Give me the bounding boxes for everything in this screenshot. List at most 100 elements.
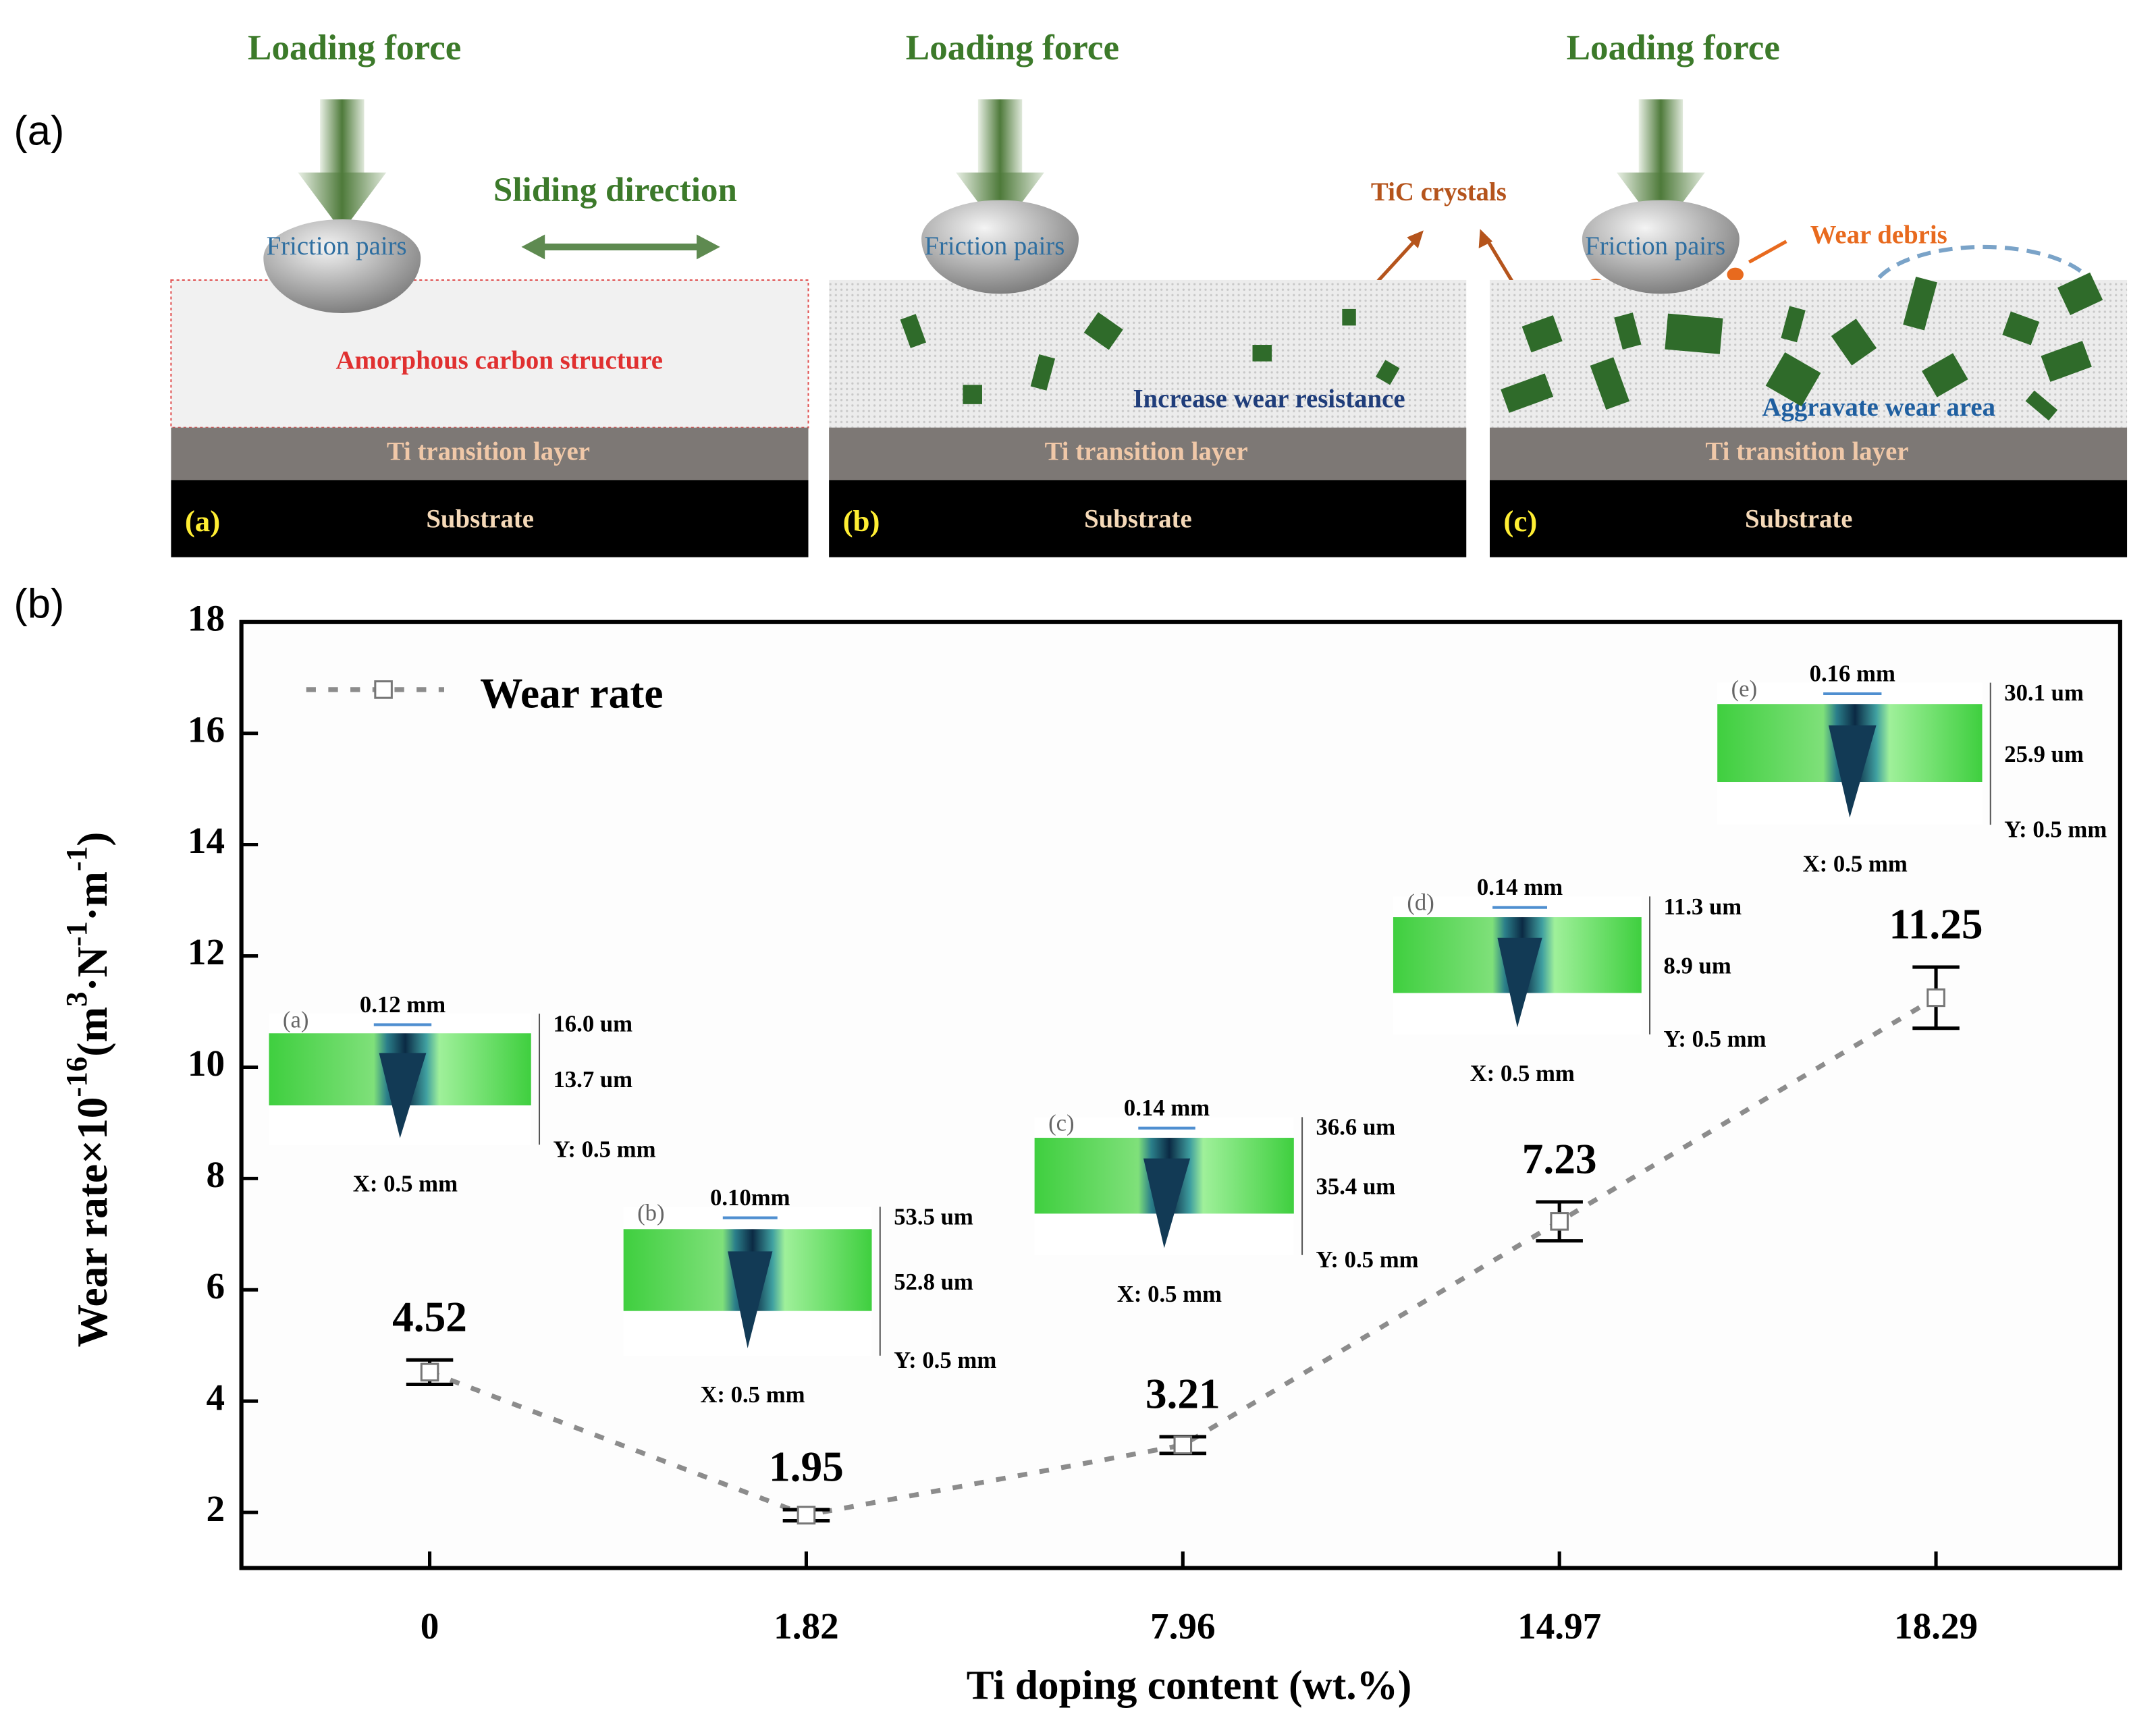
y-axis-label-part: ·m: [69, 871, 116, 921]
tic-crystal: [1765, 352, 1821, 407]
inset-x: X: 0.5 mm: [700, 1381, 805, 1408]
tic-crystal: [1252, 345, 1272, 362]
friction-label: Friction pairs: [924, 231, 1064, 260]
tic-crystal: [1342, 308, 1356, 326]
inset-x: X: 0.5 mm: [1117, 1281, 1222, 1307]
y-tick-label: 12: [188, 931, 225, 972]
film-layer: [1489, 279, 2128, 428]
annotation: TiC crystals: [1371, 177, 1507, 206]
force-arrow: [977, 99, 1023, 175]
data-label: 4.52: [392, 1294, 467, 1341]
tic-crystal: [900, 314, 927, 348]
y-axis-label-part: ·N: [69, 946, 116, 991]
y-axis-label-part: (m: [69, 1007, 116, 1057]
inset-label: (e): [1731, 676, 1758, 702]
profile-trough: [1143, 1158, 1191, 1248]
layer-label: Ti transition layer: [1705, 437, 1908, 466]
data-label: 3.21: [1146, 1370, 1220, 1417]
data-point: [1173, 1435, 1193, 1455]
y-axis-label-part: ): [69, 832, 116, 846]
layer-label: Ti transition layer: [387, 437, 590, 466]
inset-label: (c): [1048, 1110, 1075, 1136]
layer-label: Substrate: [1084, 504, 1192, 533]
panel-label: (b): [843, 504, 880, 538]
y-axis-label-part: -1: [59, 846, 93, 871]
inset-y: Y: 0.5 mm: [894, 1347, 996, 1373]
annotation: Wear debris: [1810, 221, 1947, 250]
layer-label: Substrate: [426, 504, 534, 533]
tic-crystal: [2002, 311, 2040, 346]
annotation: Sliding direction: [493, 171, 737, 209]
inset-label: (b): [637, 1199, 664, 1225]
friction-ball: [921, 200, 1079, 294]
y-axis-label: Wear rate×10-16(m3·N-1·m-1): [59, 832, 115, 1348]
x-tick-label: 0: [421, 1605, 439, 1647]
profile-trough: [1497, 937, 1542, 1028]
inset-x: X: 0.5 mm: [1803, 850, 1908, 877]
y-tick-label: 4: [207, 1377, 225, 1418]
figure-label: (b): [14, 580, 64, 626]
friction-label: Friction pairs: [1585, 231, 1725, 260]
y-tick-label: 8: [207, 1154, 225, 1195]
ti-layer: [829, 427, 1467, 480]
film-layer: [829, 279, 1467, 428]
data-line: [429, 995, 1937, 1518]
inset-width: 0.16 mm: [1810, 660, 1895, 686]
data-point: [420, 1362, 439, 1382]
inset-z: 8.9 um: [1663, 953, 1731, 979]
x-tick-label: 1.82: [774, 1605, 839, 1647]
tic-crystal: [2057, 272, 2103, 316]
inset-label: (a): [283, 1006, 309, 1032]
substrate-layer: [1489, 480, 2128, 557]
annotation: Amorphous carbon structure: [336, 346, 663, 375]
tic-crystal: [1590, 357, 1629, 410]
inset-z: 25.9 um: [2004, 741, 2084, 767]
legend-label: Wear rate: [480, 670, 663, 717]
x-axis-label: Ti doping content (wt.%): [967, 1662, 1412, 1708]
tic-crystal: [2041, 341, 2092, 382]
figure-label: (a): [14, 108, 64, 154]
tic-crystal: [1665, 313, 1723, 354]
inset-z: 16.0 um: [553, 1010, 632, 1037]
tic-crystal: [963, 385, 982, 404]
y-tick-label: 2: [207, 1488, 225, 1529]
force-label: Loading force: [248, 28, 461, 67]
inset-width: 0.12 mm: [360, 991, 446, 1018]
tic-crystal: [2025, 390, 2058, 421]
force-arrow: [298, 172, 387, 232]
inset-x: X: 0.5 mm: [353, 1171, 458, 1197]
substrate-layer: [829, 480, 1467, 557]
data-label: 1.95: [769, 1443, 844, 1490]
y-tick-label: 14: [188, 820, 225, 861]
tic-crystal: [1083, 312, 1123, 350]
force-arrow: [1638, 99, 1683, 175]
layer-label: Ti transition layer: [1045, 437, 1248, 466]
x-tick-label: 18.29: [1894, 1605, 1978, 1647]
friction-ball: [1582, 200, 1740, 294]
tic-crystal: [1922, 353, 1968, 397]
inset-y: Y: 0.5 mm: [1316, 1246, 1419, 1273]
inset-label: (d): [1407, 889, 1434, 916]
inset-z: 35.4 um: [1316, 1174, 1396, 1200]
force-arrow: [320, 99, 365, 175]
profile-trough: [379, 1053, 427, 1138]
inset-y: Y: 0.5 mm: [2004, 816, 2107, 842]
data-label: 7.23: [1522, 1135, 1597, 1182]
ti-layer: [1489, 427, 2128, 480]
tic-crystal: [1614, 312, 1642, 350]
substrate-layer: [171, 480, 809, 557]
inset-width: 0.10mm: [710, 1184, 790, 1211]
y-axis-label-part: -16: [59, 1057, 93, 1097]
inset-z: 30.1 um: [2004, 680, 2084, 706]
data-point: [797, 1506, 816, 1525]
legend-marker: [374, 680, 393, 699]
tic-crystal: [1521, 315, 1563, 353]
friction-ball: [263, 219, 421, 314]
y-tick-label: 10: [188, 1043, 225, 1084]
inset-z: 13.7 um: [553, 1066, 632, 1093]
y-tick-label: 16: [188, 709, 225, 750]
inset-z: 52.8 um: [894, 1269, 973, 1295]
tic-crystal: [1375, 360, 1400, 385]
schematic: Ti transition layer Substrate (a) Loading f…: [170, 28, 2128, 557]
